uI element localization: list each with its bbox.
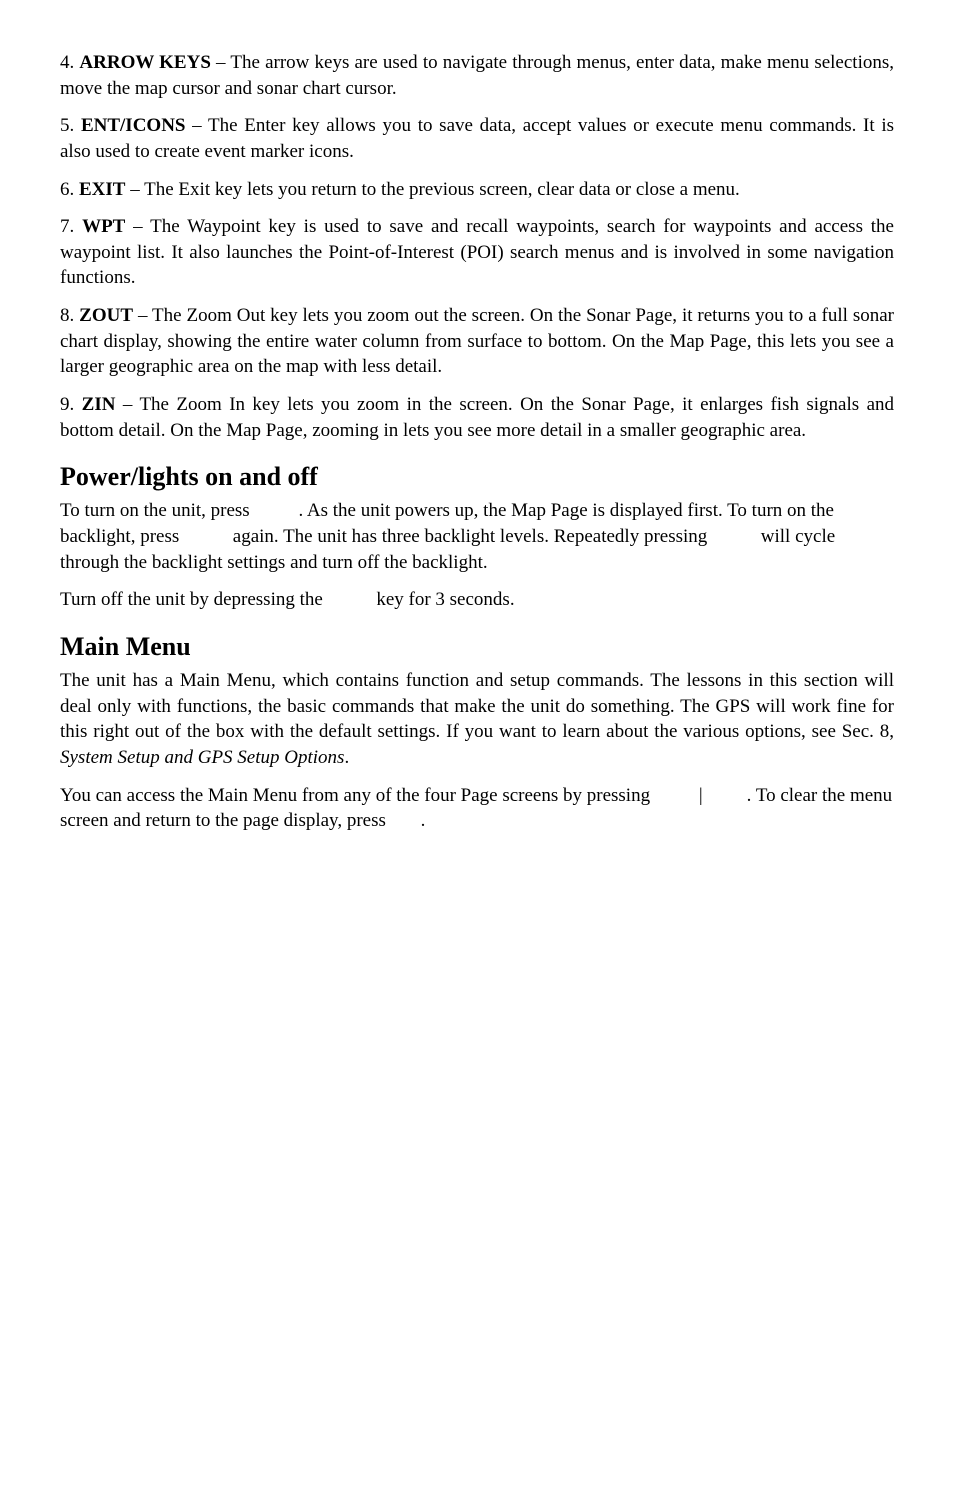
item-text: The Exit key lets you return to the prev… [144,179,740,200]
item-term: ARROW KEYS [79,52,211,73]
text: . [344,747,349,768]
text: . [421,810,426,831]
item-5: 5. ENT/ICONS – The Enter key allows you … [60,113,894,164]
mainmenu-p1: The unit has a Main Menu, which contains… [60,668,894,771]
item-sep: – [125,216,150,237]
power-p2: Turn off the unit by depressing the key … [60,587,894,613]
item-4: 4. ARROW KEYS – The arrow keys are used … [60,50,894,101]
item-sep: – [185,115,208,136]
item-num: 7. [60,216,82,237]
item-7: 7. WPT – The Waypoint key is used to sav… [60,214,894,291]
text-italic: System Setup and GPS Setup Options [60,747,344,768]
bar: | [699,785,703,806]
power-heading: Power/lights on and off [60,459,894,494]
mainmenu-heading: Main Menu [60,629,894,664]
item-term: EXIT [79,179,125,200]
item-9: 9. ZIN – The Zoom In key lets you zoom i… [60,392,894,443]
item-text: The Zoom Out key lets you zoom out the s… [60,305,894,377]
item-num: 4. [60,52,79,73]
item-num: 5. [60,115,81,136]
item-num: 9. [60,394,82,415]
item-num: 6. [60,179,79,200]
item-6: 6. EXIT – The Exit key lets you return t… [60,177,894,203]
item-8: 8. ZOUT – The Zoom Out key lets you zoom… [60,303,894,380]
text: The unit has a Main Menu, which contains… [60,670,894,742]
item-term: ENT/ICONS [81,115,186,136]
item-term: WPT [82,216,125,237]
item-text: The Waypoint key is used to save and rec… [60,216,894,288]
text: key for 3 seconds. [372,589,515,610]
text: again. The unit has three backlight leve… [228,526,712,547]
item-sep: – [211,52,230,73]
item-sep: – [125,179,144,200]
power-p1: To turn on the unit, press . As the unit… [60,498,894,575]
item-text: The Zoom In key lets you zoom in the scr… [60,394,894,441]
item-sep: – [133,305,152,326]
item-term: ZOUT [79,305,133,326]
text: Turn off the unit by depressing the [60,589,328,610]
text: You can access the Main Menu from any of… [60,785,655,806]
item-term: ZIN [82,394,116,415]
mainmenu-p2: You can access the Main Menu from any of… [60,783,894,834]
text: To turn on the unit, press [60,500,254,521]
item-num: 8. [60,305,79,326]
item-sep: – [115,394,139,415]
